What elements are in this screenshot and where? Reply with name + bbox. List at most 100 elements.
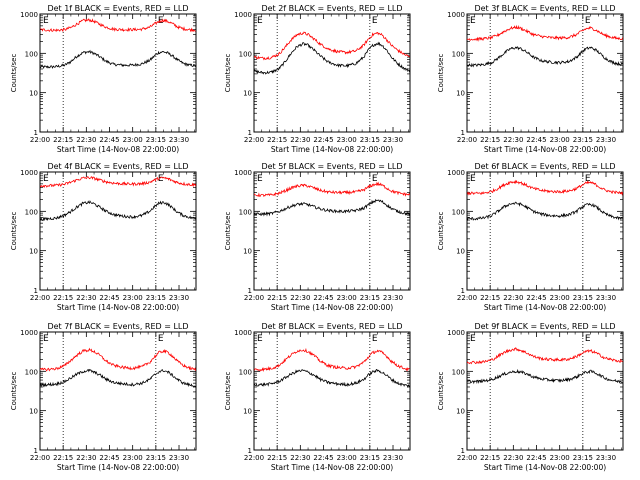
y-axis-label: Counts/sec — [224, 212, 232, 251]
marker-label-E: E — [585, 334, 591, 344]
x-tick-label: 22:45 — [526, 454, 546, 462]
x-tick-label: 22:15 — [267, 136, 287, 144]
y-tick-label: 1 — [248, 447, 252, 455]
x-tick-label: 23:15 — [360, 136, 380, 144]
x-tick-label: 22:15 — [480, 136, 500, 144]
y-tick-label: 1000 — [447, 329, 465, 337]
x-tick-label: 23:15 — [146, 136, 166, 144]
lld-series-line — [467, 179, 623, 196]
x-tick-label: 23:30 — [169, 454, 189, 462]
x-tick-label: 23:15 — [146, 454, 166, 462]
x-tick-label: 22:30 — [503, 454, 523, 462]
x-tick-label: 23:15 — [573, 294, 593, 302]
y-axis-label: Counts/sec — [224, 372, 232, 411]
y-tick-label: 1 — [248, 287, 252, 295]
y-tick-label: 1000 — [234, 169, 252, 177]
y-tick-label: 1 — [461, 447, 465, 455]
x-axis-label: Start Time (14-Nov-08 22:00:00) — [271, 463, 393, 472]
x-tick-label: 22:30 — [290, 136, 310, 144]
marker-label-E: E — [470, 174, 476, 184]
x-tick-label: 22:00 — [244, 136, 264, 144]
y-tick-label: 100 — [25, 368, 38, 376]
marker-label-E: E — [372, 16, 378, 26]
x-tick-label: 22:45 — [99, 136, 119, 144]
x-tick-label: 22:00 — [457, 136, 477, 144]
panel-title: Det 9f BLACK = Events, RED = LLD — [474, 322, 615, 331]
plot-frame — [466, 13, 624, 133]
x-tick-label: 22:30 — [76, 136, 96, 144]
panel-det-5: Det 5f BLACK = Events, RED = LLD 1 10 100 10… — [224, 162, 411, 312]
y-tick-label: 10 — [456, 90, 465, 98]
y-tick-label: 100 — [239, 208, 252, 216]
panel-title: Det 3f BLACK = Events, RED = LLD — [474, 4, 615, 13]
lld-series-line — [467, 346, 623, 365]
panel-title: Det 1f BLACK = Events, RED = LLD — [47, 4, 188, 13]
x-tick-label: 23:30 — [169, 294, 189, 302]
x-tick-label: 23:30 — [383, 294, 403, 302]
y-tick-label: 1 — [248, 129, 252, 137]
marker-label-E: E — [158, 334, 164, 344]
plot-frame — [39, 13, 197, 133]
lld-series-line — [467, 24, 623, 42]
x-tick-label: 23:00 — [550, 454, 570, 462]
panel-det-8: Det 8f BLACK = Events, RED = LLD 1 10 100 10… — [224, 322, 411, 472]
y-tick-label: 1000 — [447, 169, 465, 177]
panel-det-7: Det 7f BLACK = Events, RED = LLD 1 10 100 10… — [10, 322, 197, 472]
events-series-line — [254, 198, 410, 217]
y-tick-label: 10 — [29, 248, 38, 256]
x-tick-label: 22:15 — [480, 294, 500, 302]
x-tick-label: 23:00 — [337, 294, 357, 302]
x-tick-label: 22:15 — [480, 454, 500, 462]
x-tick-label: 23:15 — [573, 454, 593, 462]
y-tick-label: 100 — [452, 368, 465, 376]
x-tick-label: 22:00 — [244, 454, 264, 462]
y-tick-label: 100 — [452, 50, 465, 58]
plot-frame — [253, 331, 411, 451]
panel-det-4: Det 4f BLACK = Events, RED = LLD 1 10 100 10… — [10, 162, 197, 312]
marker-label-E: E — [43, 174, 49, 184]
y-axis-label: Counts/sec — [437, 212, 445, 251]
plot-frame — [39, 171, 197, 291]
x-tick-label: 23:15 — [146, 294, 166, 302]
y-tick-label: 1 — [461, 129, 465, 137]
x-axis-label: Start Time (14-Nov-08 22:00:00) — [271, 303, 393, 312]
y-tick-label: 1 — [34, 129, 38, 137]
y-tick-label: 1000 — [234, 11, 252, 19]
marker-label-E: E — [585, 16, 591, 26]
x-tick-label: 23:30 — [596, 294, 616, 302]
events-series-line — [254, 41, 410, 75]
y-tick-label: 1000 — [234, 329, 252, 337]
x-tick-label: 22:30 — [76, 454, 96, 462]
marker-label-E: E — [372, 174, 378, 184]
y-axis-label: Counts/sec — [224, 54, 232, 93]
plot-frame — [39, 331, 197, 451]
y-tick-label: 100 — [452, 208, 465, 216]
x-tick-label: 23:00 — [337, 136, 357, 144]
x-tick-label: 22:30 — [76, 294, 96, 302]
events-series-line — [467, 46, 623, 68]
x-tick-label: 23:00 — [337, 454, 357, 462]
y-axis-label: Counts/sec — [10, 212, 18, 251]
x-tick-label: 22:45 — [313, 294, 333, 302]
y-tick-label: 1 — [461, 287, 465, 295]
y-tick-label: 1000 — [20, 11, 38, 19]
x-tick-label: 23:00 — [550, 136, 570, 144]
panel-title: Det 2f BLACK = Events, RED = LLD — [261, 4, 402, 13]
x-tick-label: 22:30 — [290, 454, 310, 462]
marker-label-E: E — [585, 174, 591, 184]
lld-series-line — [254, 181, 410, 198]
x-tick-label: 22:45 — [313, 136, 333, 144]
y-axis-label: Counts/sec — [437, 54, 445, 93]
panel-title: Det 6f BLACK = Events, RED = LLD — [474, 162, 615, 171]
x-tick-label: 22:00 — [457, 294, 477, 302]
plot-frame — [466, 331, 624, 451]
x-tick-label: 22:15 — [53, 136, 73, 144]
plot-frame — [253, 171, 411, 291]
y-axis-label: Counts/sec — [10, 54, 18, 93]
x-tick-label: 22:45 — [99, 454, 119, 462]
y-tick-label: 100 — [239, 368, 252, 376]
marker-label-E: E — [158, 174, 164, 184]
x-tick-label: 22:30 — [503, 294, 523, 302]
events-series-line — [40, 200, 196, 222]
